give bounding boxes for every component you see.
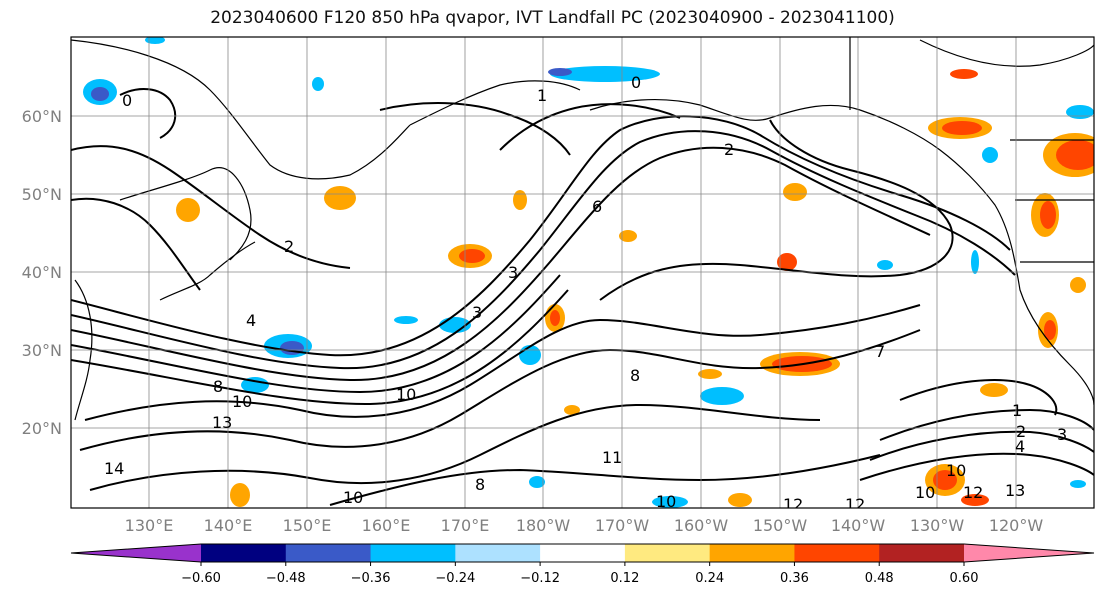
colorbar-swatch [370,544,456,562]
latitude-labels: 60°N 50°N 40°N 30°N 20°N [22,107,62,438]
lat-label: 20°N [22,419,62,438]
colorbar-tick-label: −0.12 [520,571,560,586]
colorbar-extend-high [964,544,1094,562]
contour-label: 6 [592,197,602,216]
contour-label: 8 [630,366,640,385]
map-background [71,37,1094,508]
lon-label: 140°E [204,516,253,535]
colorbar-swatch [455,544,541,562]
lon-label: 150°E [283,516,332,535]
contour-label: 0 [631,73,641,92]
contour-labels: 0 1 0 2 6 2 3 4 3 7 8 8 10 10 13 14 10 8… [104,73,1067,514]
colorbar-tick-label: 0.24 [695,571,724,586]
lat-label: 30°N [22,341,62,360]
colorbar-tick-label: 0.12 [610,571,639,586]
contour-label: 7 [875,342,885,361]
graticule [71,37,1094,508]
contour-label: 10 [343,488,363,507]
contour-label: 2 [1016,422,1026,441]
coastlines [71,37,1094,421]
map-frame [70,36,1095,509]
colorbar-tick-label: 0.60 [950,571,979,586]
contour-lines [71,88,1094,506]
contour-label: 2 [724,140,734,159]
contour-label: 10 [656,492,676,511]
lon-label: 170°E [441,516,490,535]
contour-label: 4 [1015,437,1025,456]
colorbar: −0.60 −0.48 −0.36 −0.24 −0.12 0.12 0.24 0.36 0.4… [70,543,1095,586]
contour-label: 0 [122,91,132,110]
lon-label: 180°W [516,516,571,535]
colorbar-swatch [794,544,880,562]
contour-label: 10 [946,461,966,480]
lon-label: 130°W [910,516,965,535]
colorbar-swatch [201,544,287,562]
colorbar-extend-low [71,544,201,562]
contour-label: 8 [475,475,485,494]
colorbar-tick-label: −0.60 [181,571,221,586]
colorbar-swatch [624,544,711,562]
colorbar-tick-label: −0.36 [351,571,391,586]
longitude-labels: 130°E 140°E 150°E 160°E 170°E 180°W 170°… [125,516,1044,535]
colorbar-tick-label: −0.48 [266,571,306,586]
contour-label: 12 [963,483,983,502]
contour-label: 8 [213,377,223,396]
contour-label: 4 [246,311,256,330]
colorbar-tick-label: 0.48 [865,571,894,586]
map-title: 2023040600 F120 850 hPa qvapor, IVT Land… [210,8,895,28]
contour-label: 12 [845,495,865,514]
contour-label: 1 [537,86,547,105]
colorbar-tick-label: −0.24 [435,571,475,586]
colorbar-swatch [709,544,795,562]
contour-label: 13 [212,413,232,432]
colorbar-tick-label: 0.36 [780,571,809,586]
contour-label: 3 [508,263,518,282]
contour-label: 14 [104,459,124,478]
lon-label: 150°W [753,516,808,535]
lat-label: 50°N [22,185,62,204]
contour-label: 12 [783,495,803,514]
lon-label: 160°E [362,516,411,535]
colorbar-swatch [540,544,626,562]
contour-label: 1 [1012,401,1022,420]
contour-label: 10 [915,483,935,502]
lat-label: 60°N [22,107,62,126]
colorbar-swatch [285,544,372,562]
lon-label: 170°W [595,516,650,535]
lon-label: 120°W [989,516,1044,535]
lon-label: 160°W [674,516,729,535]
contour-label: 2 [284,237,294,256]
lon-label: 130°E [125,516,174,535]
colorbar-swatch [879,544,965,562]
contour-label: 3 [1057,425,1067,444]
contour-label: 13 [1005,481,1025,500]
contour-label: 3 [472,303,482,322]
contour-label: 10 [232,392,252,411]
contour-label: 10 [396,385,416,404]
lon-label: 140°W [831,516,886,535]
lat-label: 40°N [22,263,62,282]
contour-label: 11 [602,448,622,467]
